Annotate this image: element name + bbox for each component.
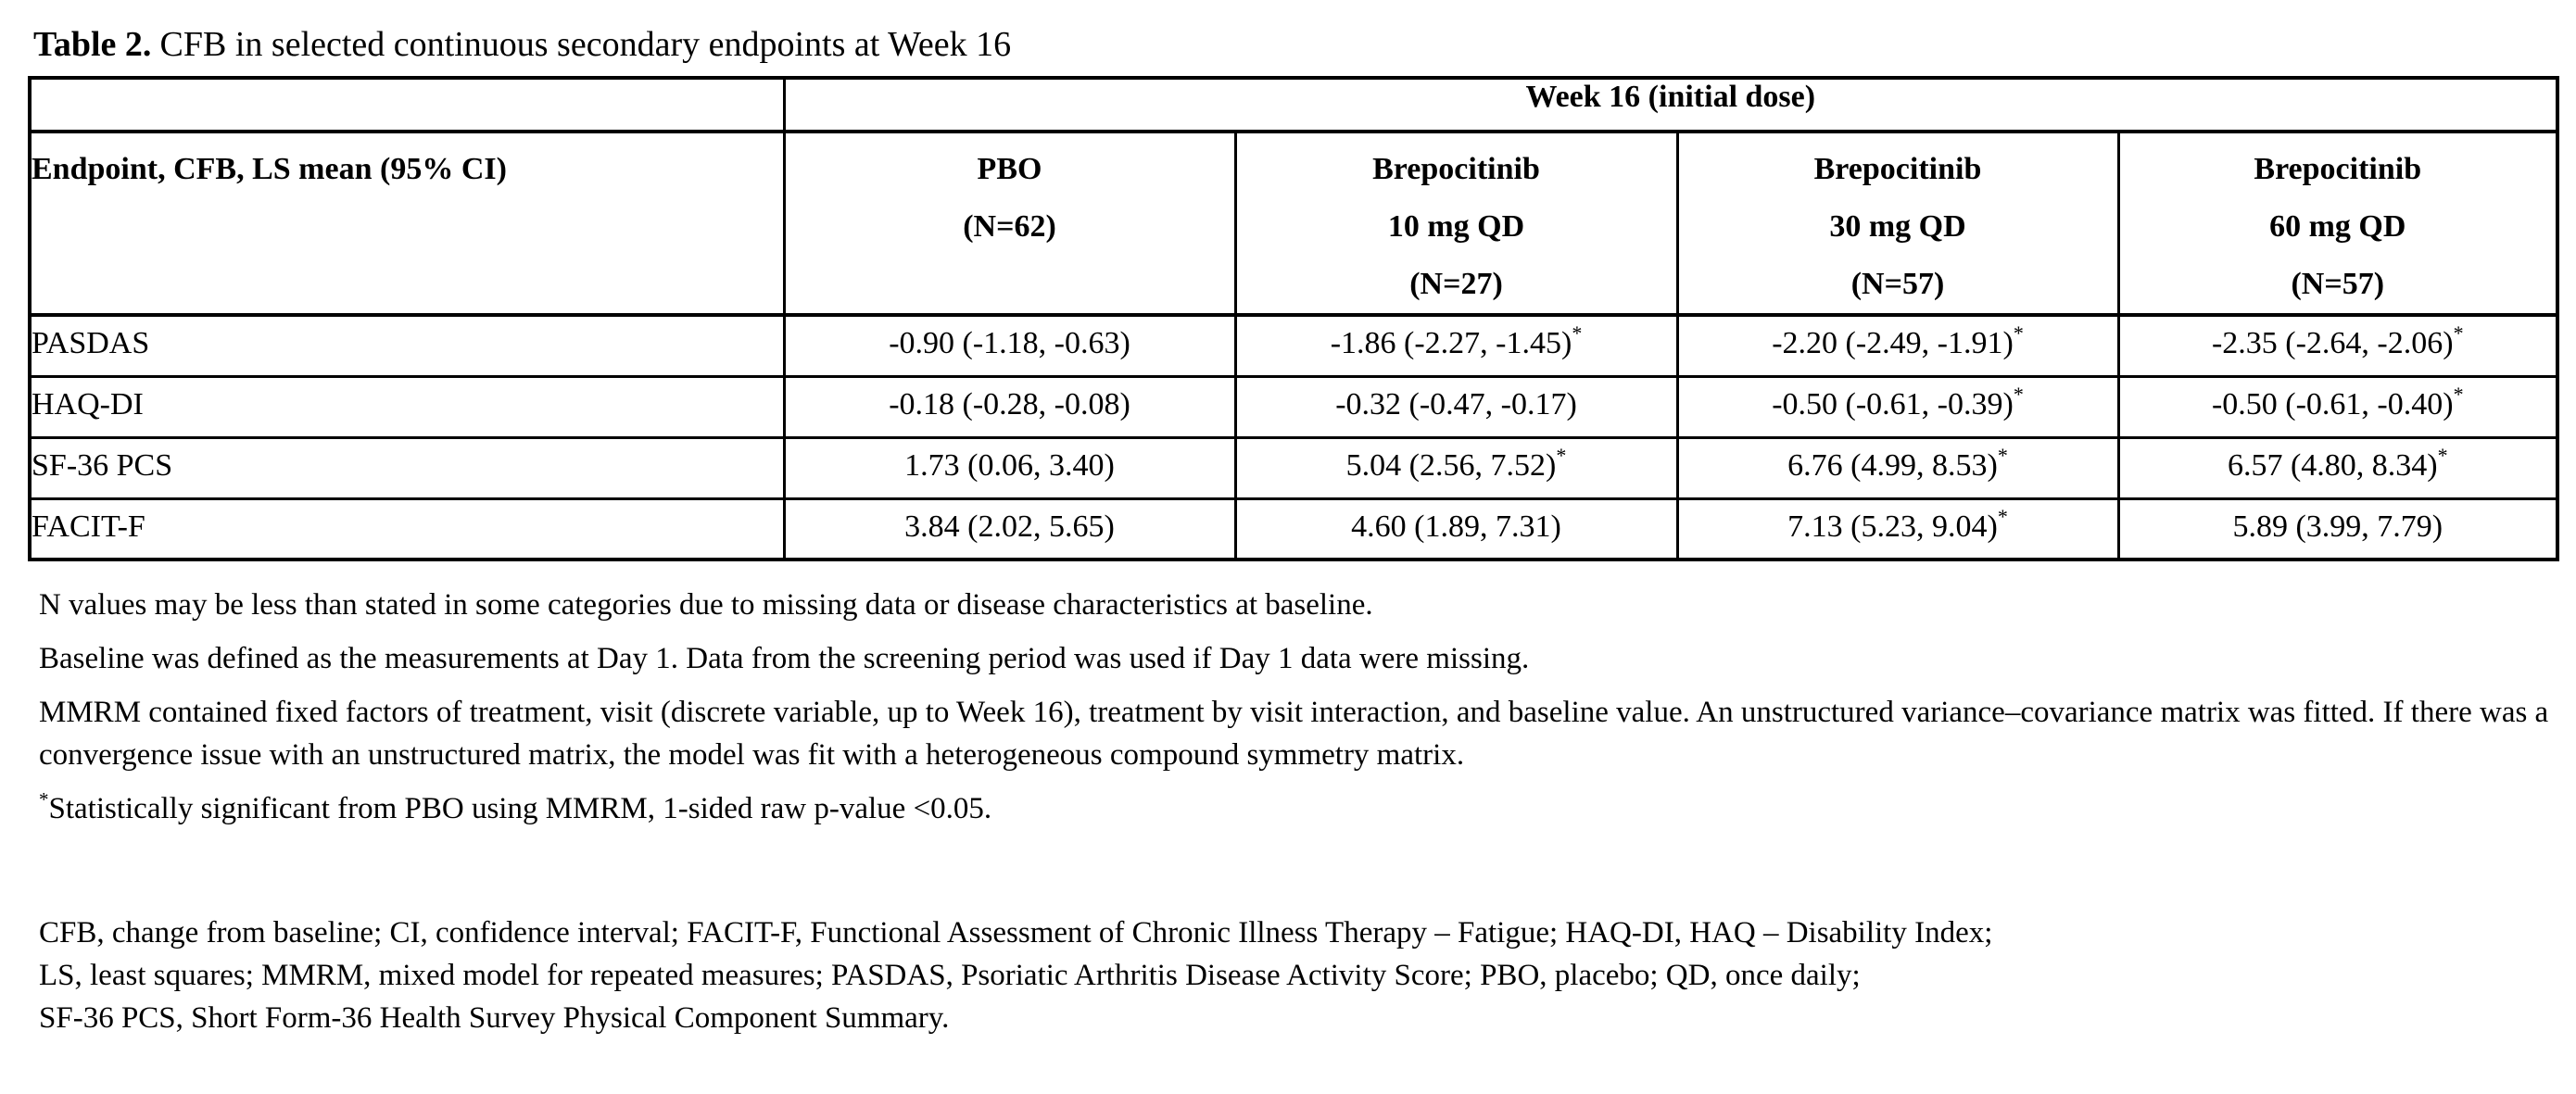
treatment-column-header-line: Brepocitinib xyxy=(2254,152,2422,186)
treatment-column-header-line: (N=27) xyxy=(1409,267,1503,301)
table-row: SF-36 PCS 1.73 (0.06, 3.40) 5.04 (2.56, 7.… xyxy=(28,435,2559,500)
treatment-column-header: Brepocitinib 60 mg QD (N=57) xyxy=(2116,130,2559,317)
table-caption-number: Table 2. xyxy=(33,25,152,64)
footnote-significance: *Statistically significant from PBO usin… xyxy=(39,787,2556,830)
endpoint-cell: FACIT-F xyxy=(28,497,786,561)
footnote-n-values: N values may be less than stated in some… xyxy=(39,588,1373,622)
span-header-row: Week 16 (initial dose) xyxy=(28,76,2559,133)
value-cell: 6.76 (4.99, 8.53)* xyxy=(1675,435,2120,500)
endpoint-cell: PASDAS xyxy=(28,313,786,378)
significance-asterisk: * xyxy=(1556,444,1567,467)
treatment-column-header-line: 30 mg QD xyxy=(1829,209,1966,244)
abbreviation-line: CFB, change from baseline; CI, confidenc… xyxy=(39,916,1993,949)
value-cell: -2.20 (-2.49, -1.91)* xyxy=(1675,313,2120,378)
significance-asterisk: * xyxy=(2453,321,2464,346)
abbreviation-line: SF-36 PCS, Short Form-36 Health Survey P… xyxy=(39,1001,950,1035)
value-cell: 5.89 (3.99, 7.79) xyxy=(2116,497,2559,561)
significance-asterisk: * xyxy=(2013,383,2024,406)
endpoint-cell: SF-36 PCS xyxy=(28,435,786,500)
footnotes: N values may be less than stated in some… xyxy=(39,584,2556,1039)
table-row: FACIT-F 3.84 (2.02, 5.65) 4.60 (1.89, 7.31… xyxy=(28,497,2559,561)
significance-asterisk: * xyxy=(1997,444,2008,467)
abbreviation-line: LS, least squares; MMRM, mixed model for… xyxy=(39,959,1861,992)
significance-asterisk: * xyxy=(2453,383,2464,406)
footnote-baseline: Baseline was defined as the measurements… xyxy=(39,642,1530,675)
abbreviations-block: CFB, change from baseline; CI, confidenc… xyxy=(39,912,2556,1039)
table-caption-text: CFB in selected continuous secondary end… xyxy=(159,25,1012,64)
footnote-significance-text: Statistically significant from PBO using… xyxy=(48,792,992,825)
column-header-row: Endpoint, CFB, LS mean (95% CI) PBO (N=62… xyxy=(28,130,2559,317)
treatment-column-header-line: (N=57) xyxy=(1850,267,1945,301)
value-cell: -0.18 (-0.28, -0.08) xyxy=(782,374,1237,439)
value-cell: 7.13 (5.23, 9.04)* xyxy=(1675,497,2120,561)
significance-asterisk: * xyxy=(2437,444,2448,467)
treatment-column-header-line: Brepocitinib xyxy=(1372,152,1540,186)
value-cell: 1.73 (0.06, 3.40) xyxy=(782,435,1237,500)
treatment-column-header-line: PBO xyxy=(977,152,1042,186)
value-cell: -0.50 (-0.61, -0.40)* xyxy=(2116,374,2559,439)
endpoint-cell: HAQ-DI xyxy=(28,374,786,439)
treatment-column-header-line: (N=57) xyxy=(2291,267,2385,301)
significance-asterisk: * xyxy=(1572,321,1583,346)
significance-asterisk: * xyxy=(39,788,49,811)
value-cell: -0.90 (-1.18, -0.63) xyxy=(782,313,1237,378)
endpoint-column-header: Endpoint, CFB, LS mean (95% CI) xyxy=(28,130,786,317)
treatment-column-header-line: Brepocitinib xyxy=(1813,152,1982,186)
treatment-column-header: PBO (N=62) xyxy=(782,130,1237,317)
week16-span-header: Week 16 (initial dose) xyxy=(782,76,2559,133)
treatment-column-header-line: 10 mg QD xyxy=(1387,209,1525,244)
footnote-mmrm: MMRM contained fixed factors of treatmen… xyxy=(39,696,2549,772)
value-cell: 4.60 (1.89, 7.31) xyxy=(1233,497,1679,561)
value-cell: 6.57 (4.80, 8.34)* xyxy=(2116,435,2559,500)
treatment-column-header-line: 60 mg QD xyxy=(2269,209,2406,244)
table-row: HAQ-DI -0.18 (-0.28, -0.08) -0.32 (-0.47, … xyxy=(28,374,2559,439)
empty-corner-cell xyxy=(28,76,786,133)
value-cell: -1.86 (-2.27, -1.45)* xyxy=(1233,313,1679,378)
results-table: Week 16 (initial dose) Endpoint, CFB, LS… xyxy=(28,76,2560,561)
table-row: PASDAS -0.90 (-1.18, -0.63) -1.86 (-2.27, … xyxy=(28,313,2559,378)
significance-asterisk: * xyxy=(2013,321,2024,346)
value-cell: 3.84 (2.02, 5.65) xyxy=(782,497,1237,561)
table-caption: Table 2. CFB in selected continuous secon… xyxy=(33,19,2556,70)
treatment-column-header: Brepocitinib 10 mg QD (N=27) xyxy=(1233,130,1679,317)
value-cell: -0.50 (-0.61, -0.39)* xyxy=(1675,374,2120,439)
value-cell: -0.32 (-0.47, -0.17) xyxy=(1233,374,1679,439)
treatment-column-header: Brepocitinib 30 mg QD (N=57) xyxy=(1675,130,2120,317)
value-cell: 5.04 (2.56, 7.52)* xyxy=(1233,435,1679,500)
treatment-column-header-line: (N=62) xyxy=(963,209,1056,244)
value-cell: -2.35 (-2.64, -2.06)* xyxy=(2116,313,2559,378)
significance-asterisk: * xyxy=(1997,504,2008,528)
